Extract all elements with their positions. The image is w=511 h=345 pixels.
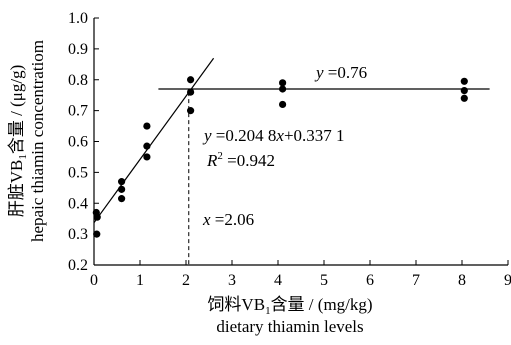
y-tick-label: 0.3 bbox=[68, 226, 88, 243]
y-axis-label-cn: 肝脏VB1含量 / (μg/g) bbox=[7, 65, 29, 218]
y-tick-label: 0.9 bbox=[68, 41, 88, 58]
data-point bbox=[279, 79, 287, 87]
x-axis-label-cn: 饲料VB1含量 / (mg/kg) bbox=[207, 295, 372, 317]
fit-lines bbox=[93, 57, 490, 265]
y-tick-label: 0.8 bbox=[68, 72, 88, 89]
y-axis-label-en: hepaic thiamin concentratiom bbox=[28, 40, 47, 242]
data-point bbox=[460, 94, 468, 102]
data-point bbox=[143, 122, 151, 130]
data-point bbox=[187, 76, 195, 84]
data-point bbox=[187, 88, 195, 96]
x-tick-label: 6 bbox=[366, 272, 374, 289]
y-tick-label: 0.7 bbox=[68, 103, 88, 120]
data-point bbox=[279, 100, 287, 109]
data-point bbox=[118, 195, 126, 203]
x-tick-label: 4 bbox=[274, 272, 282, 289]
r-squared: R2 =0.942 bbox=[206, 150, 275, 170]
x-tick-label: 9 bbox=[504, 272, 511, 289]
data-point bbox=[118, 185, 126, 193]
data-points bbox=[92, 76, 468, 238]
data-point bbox=[143, 153, 151, 161]
data-point bbox=[118, 178, 126, 186]
x-tick-label: 3 bbox=[228, 272, 236, 289]
y-tick-label: 0.2 bbox=[68, 257, 88, 274]
data-point bbox=[187, 107, 195, 115]
x-tick-label: 1 bbox=[136, 272, 144, 289]
data-point bbox=[460, 77, 468, 85]
data-point bbox=[460, 86, 468, 95]
breakpoint-label: x =2.06 bbox=[202, 210, 254, 229]
data-point bbox=[93, 213, 101, 221]
x-tick-label: 5 bbox=[320, 272, 328, 289]
y-tick-label: 0.6 bbox=[68, 134, 88, 151]
regression-line bbox=[93, 57, 215, 224]
regression-equation: y =0.204 8x+0.337 1 bbox=[202, 126, 345, 145]
x-tick-label: 2 bbox=[182, 272, 190, 289]
x-tick-label: 7 bbox=[412, 272, 420, 289]
plateau-label: y =0.76 bbox=[314, 63, 367, 82]
axes: 0.2 0.3 0.4 0.5 0.6 0.7 0.8 0.9 1.0 0 1 2 3 4 5 6 7 8 9 bbox=[68, 10, 511, 289]
x-axis-label-en: dietary thiamin levels bbox=[216, 317, 363, 336]
y-tick-label: 0.4 bbox=[68, 195, 88, 212]
data-point bbox=[279, 85, 287, 93]
x-tick-label: 0 bbox=[90, 272, 98, 289]
data-point bbox=[93, 230, 101, 238]
y-tick-label: 1.0 bbox=[68, 10, 88, 27]
data-point bbox=[143, 142, 151, 150]
y-tick-label: 0.5 bbox=[68, 164, 88, 181]
x-tick-label: 8 bbox=[458, 272, 466, 289]
